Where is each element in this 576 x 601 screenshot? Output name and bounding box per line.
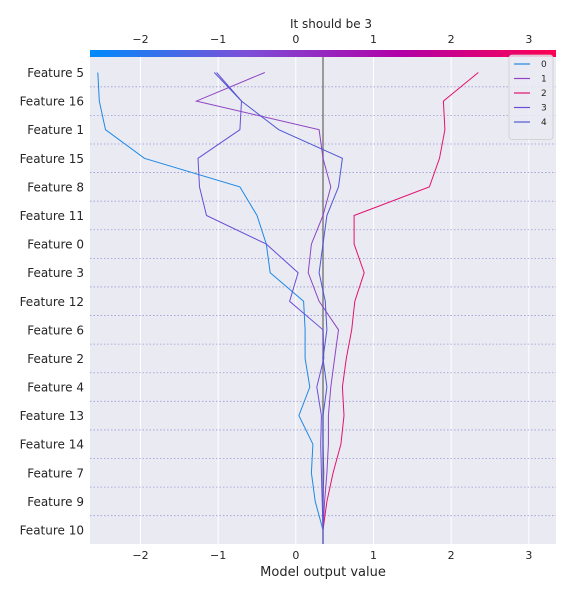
x-tick-label-bottom: 3 — [525, 549, 532, 562]
feature-label: Feature 2 — [27, 352, 84, 366]
feature-label: Feature 15 — [20, 152, 84, 166]
feature-label: Feature 14 — [20, 438, 84, 452]
legend-label: 0 — [541, 60, 547, 70]
x-tick-label-top: 2 — [448, 33, 455, 46]
colorbar — [90, 50, 556, 57]
legend: 0 1 2 3 4 — [508, 54, 554, 140]
x-tick-label-top: 0 — [292, 33, 299, 46]
feature-label: Feature 13 — [20, 409, 84, 423]
feature-label: Feature 5 — [27, 66, 84, 80]
feature-label: Feature 6 — [27, 323, 84, 337]
feature-label: Feature 0 — [27, 238, 84, 252]
feature-label: Feature 16 — [20, 95, 84, 109]
feature-label: Feature 4 — [27, 381, 84, 395]
x-tick-label-bottom: 2 — [448, 549, 455, 562]
series-layer — [97, 72, 479, 544]
x-tick-label-bottom: 1 — [370, 549, 377, 562]
feature-label: Feature 1 — [27, 123, 84, 137]
feature-label: Feature 8 — [27, 180, 84, 194]
feature-label: Feature 12 — [20, 295, 84, 309]
legend-label: 2 — [541, 89, 547, 99]
series-line-4 — [213, 72, 343, 544]
feature-label: Feature 11 — [20, 209, 84, 223]
series-line-2 — [322, 72, 479, 544]
x-tick-label-bottom: −1 — [210, 549, 226, 562]
legend-label: 4 — [541, 118, 547, 128]
grid-layer — [90, 57, 556, 544]
x-tick-label-bottom: 0 — [292, 549, 299, 562]
legend-label: 3 — [541, 104, 547, 114]
series-line-3 — [197, 72, 325, 544]
chart-title: It should be 3 — [290, 17, 372, 31]
legend-box — [508, 54, 554, 140]
feature-label: Feature 10 — [20, 524, 84, 538]
feature-label: Feature 7 — [27, 466, 84, 480]
x-axis-label: Model output value — [260, 565, 386, 580]
series-line-1 — [194, 72, 340, 544]
feature-label: Feature 9 — [27, 495, 84, 509]
x-tick-label-bottom: −2 — [132, 549, 148, 562]
x-tick-label-top: 3 — [525, 33, 532, 46]
feature-label: Feature 3 — [27, 266, 84, 280]
series-line-0 — [97, 72, 324, 544]
x-tick-labels: −2 −2 −1 −1 0 0 1 1 2 2 3 3 — [132, 33, 532, 562]
x-tick-label-top: −2 — [132, 33, 148, 46]
x-tick-label-top: −1 — [210, 33, 226, 46]
colorbar-gradient — [90, 50, 556, 57]
legend-label: 1 — [541, 75, 547, 85]
y-tick-labels: Feature 5 Feature 16 Feature 1 Feature 15 Fe… — [20, 66, 84, 538]
x-tick-label-top: 1 — [370, 33, 377, 46]
